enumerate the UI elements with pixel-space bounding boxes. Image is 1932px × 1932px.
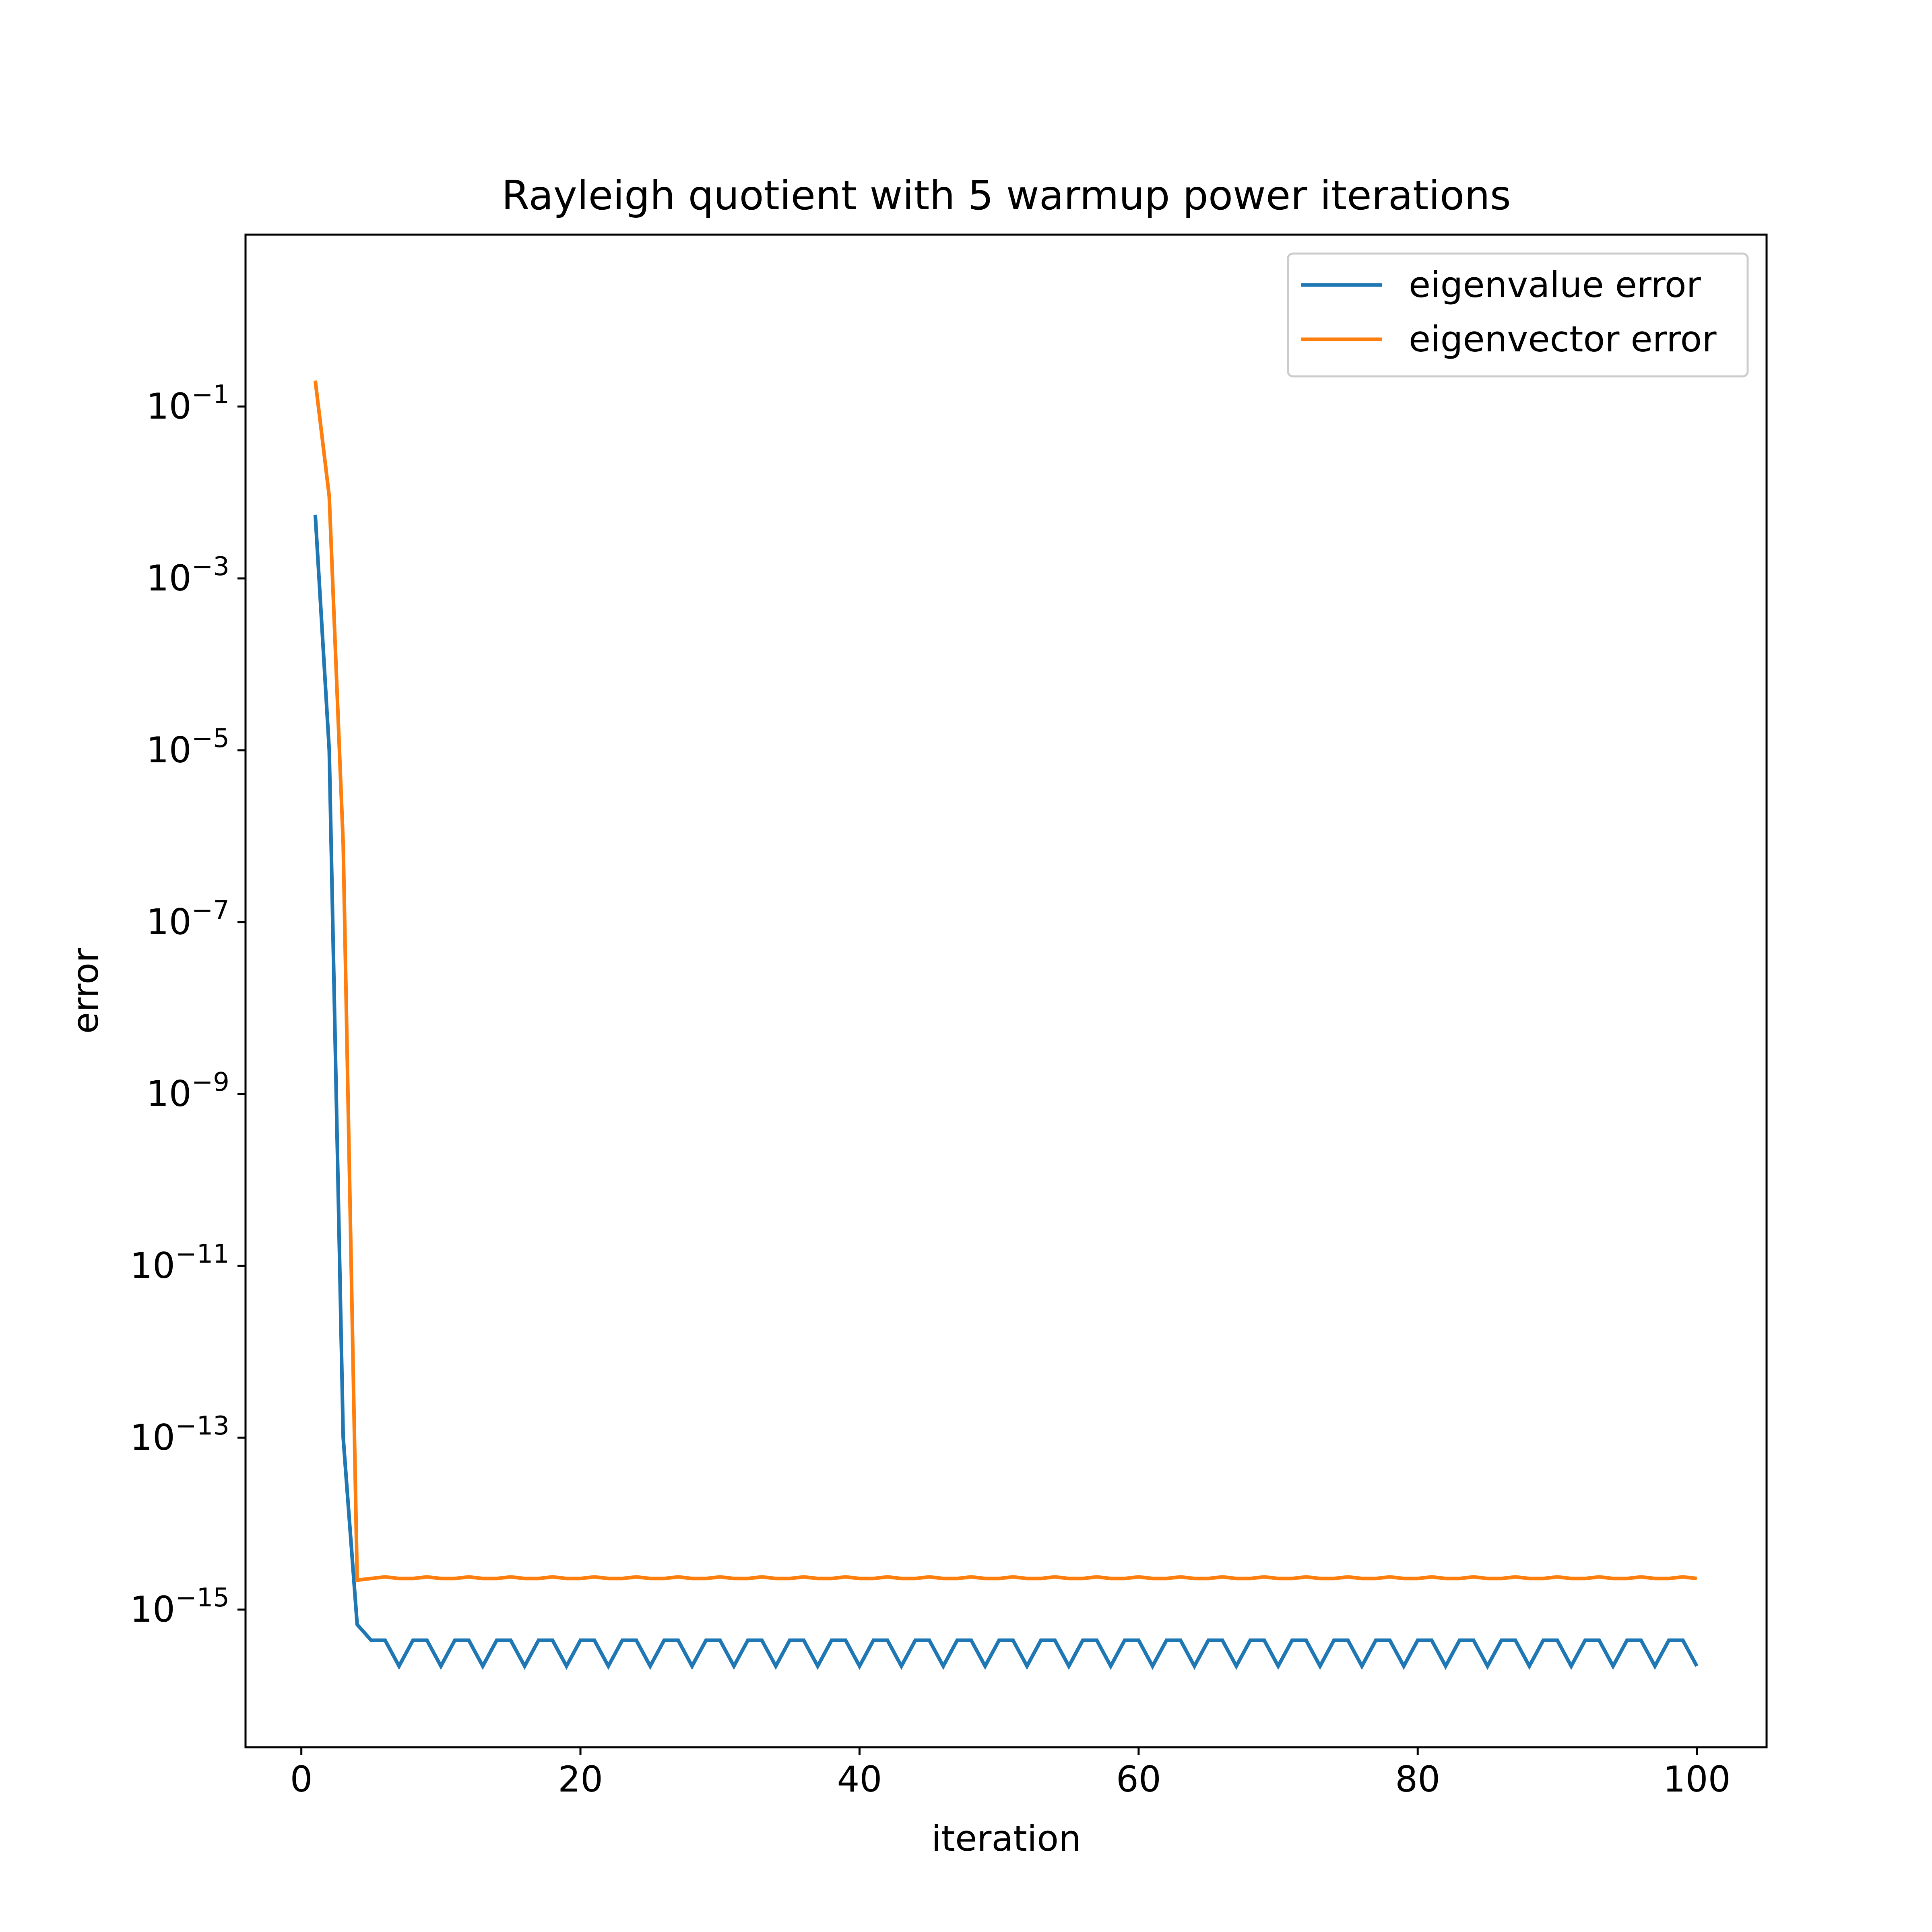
x-axis-label: iteration (931, 1818, 1081, 1859)
x-tick-label: 60 (1116, 1759, 1161, 1800)
legend-label-eigenvalue: eigenvalue error (1409, 264, 1701, 305)
legend: eigenvalue error eigenvector error (1287, 252, 1749, 378)
y-axis-label: error (65, 948, 106, 1034)
y-tick-label: 10−13 (130, 1411, 229, 1458)
series-line-eigenvalue (313, 514, 1699, 1670)
y-tick-label: 10−1 (147, 380, 229, 427)
y-tick-label: 10−15 (130, 1583, 229, 1630)
x-tick-label: 40 (837, 1759, 882, 1800)
x-tick-label: 20 (558, 1759, 603, 1800)
plot-area (244, 233, 1768, 1748)
legend-label-eigenvector: eigenvector error (1409, 318, 1717, 360)
y-tick-label: 10−5 (147, 724, 229, 771)
y-tick-label: 10−9 (147, 1067, 229, 1115)
legend-frame (1287, 252, 1749, 378)
series-layer (313, 380, 1699, 1670)
y-tick-label: 10−7 (147, 896, 229, 943)
x-axis: 0 20 40 60 80 100 (290, 1747, 1731, 1800)
x-tick-label: 100 (1663, 1759, 1731, 1800)
y-tick-label: 10−3 (147, 552, 229, 599)
y-tick-label: 10−11 (130, 1239, 229, 1286)
x-tick-label: 80 (1395, 1759, 1440, 1800)
series-line-eigenvector (313, 380, 1697, 1582)
chart-title: Rayleigh quotient with 5 warmup power it… (502, 172, 1511, 219)
x-tick-label: 0 (290, 1759, 313, 1800)
y-axis: 10−1 10−3 10−5 10−7 10−9 10−11 10−13 10−15 (130, 380, 246, 1630)
axes-frame (244, 233, 1768, 1748)
